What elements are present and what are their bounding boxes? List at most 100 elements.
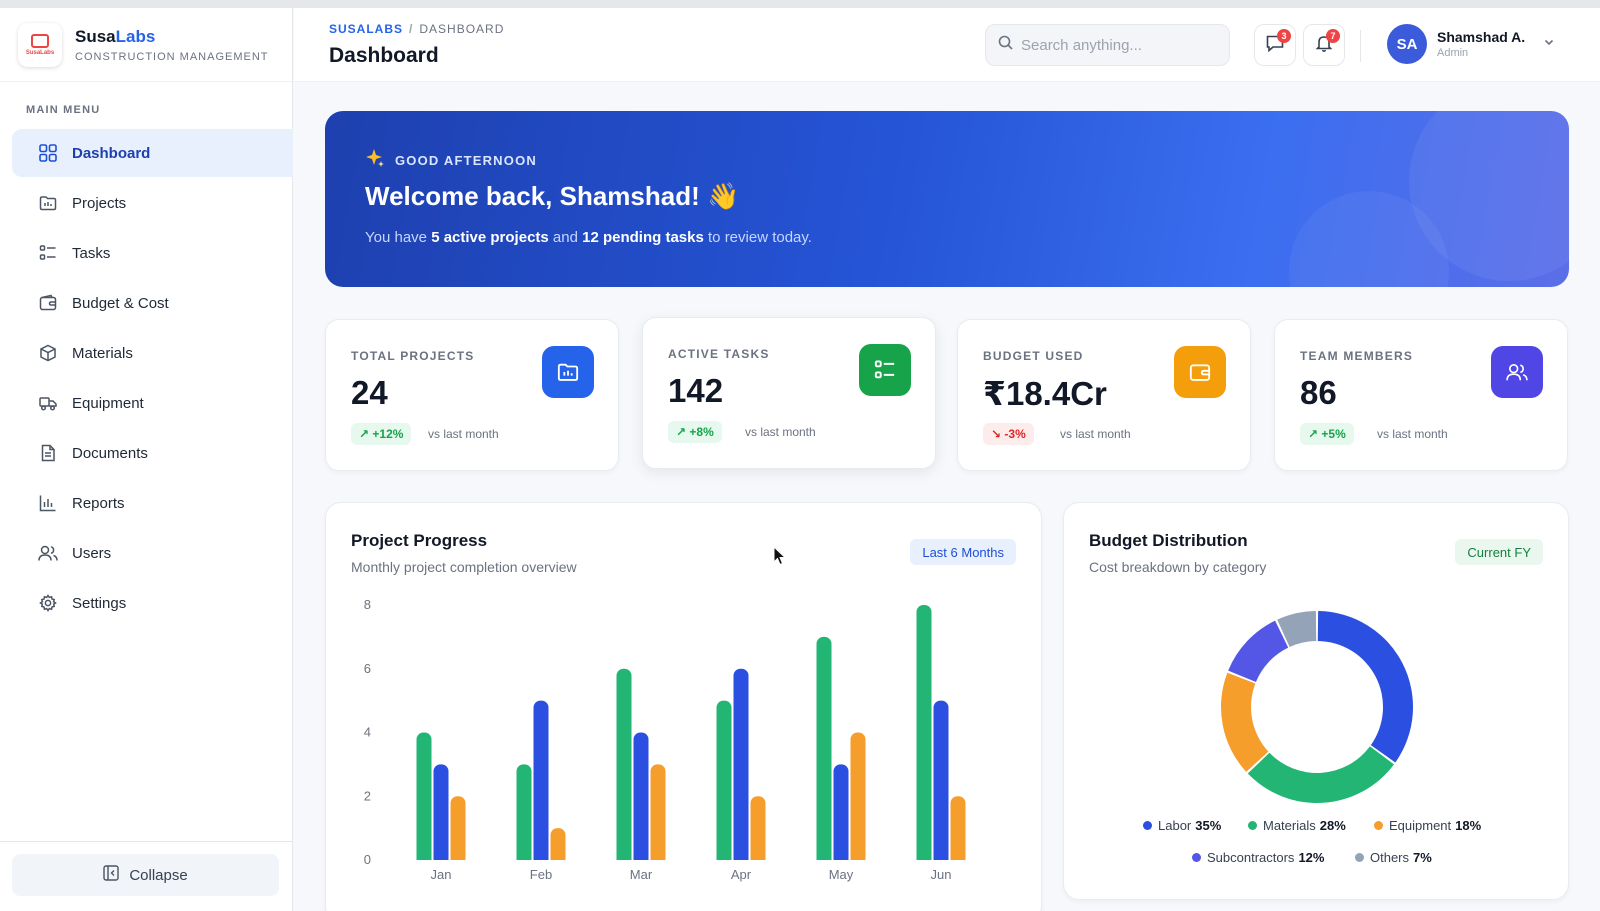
bar-base: [416, 853, 432, 860]
search-input[interactable]: [1021, 36, 1221, 54]
box-icon: [38, 343, 58, 363]
stat-value: 24: [351, 374, 388, 411]
bar-mar-series-1[interactable]: [616, 668, 632, 860]
bar-feb-series-3[interactable]: [550, 828, 566, 860]
sidebar-item-dashboard[interactable]: Dashboard: [12, 129, 293, 177]
bar-may-series-1[interactable]: [816, 636, 832, 860]
search-box[interactable]: [985, 24, 1230, 66]
bar-base: [750, 853, 766, 860]
x-tick-label: Jun: [931, 867, 952, 882]
list-check-icon: [859, 344, 911, 396]
stat-card-team-members[interactable]: TEAM MEMBERS 86 ↗ +5% vs last month: [1274, 319, 1568, 471]
bar-base: [450, 853, 466, 860]
bar-base: [916, 853, 932, 860]
period-filter-button[interactable]: Last 6 Months: [910, 539, 1016, 565]
stat-comparison: vs last month: [1060, 427, 1131, 441]
fiscal-year-filter-button[interactable]: Current FY: [1455, 539, 1543, 565]
sidebar-item-budget-cost[interactable]: Budget & Cost: [12, 279, 293, 327]
bar-feb-series-2[interactable]: [533, 700, 549, 860]
sidebar-item-equipment[interactable]: Equipment: [12, 379, 293, 427]
sidebar-item-reports[interactable]: Reports: [12, 479, 293, 527]
legend-label: Materials: [1263, 818, 1316, 833]
bar-jan-series-3[interactable]: [450, 796, 466, 860]
donut-slice-others[interactable]: [1277, 611, 1317, 647]
donut-slice-equipment[interactable]: [1221, 672, 1269, 772]
messages-button[interactable]: 3: [1254, 24, 1296, 66]
brand[interactable]: SusaLabs SusaLabs CONSTRUCTION MANAGEMEN…: [0, 8, 292, 82]
pending-tasks-text: 12 pending tasks: [582, 229, 704, 246]
messages-count-badge: 3: [1277, 29, 1291, 43]
wallet-icon: [38, 293, 58, 313]
bar-base: [850, 853, 866, 860]
legend-value: 7%: [1413, 850, 1432, 865]
bar-base: [733, 853, 749, 860]
grid-icon: [38, 143, 58, 163]
stat-card-budget-used[interactable]: BUDGET USED ₹18.4Cr ↘ -3% vs last month: [957, 319, 1251, 471]
bar-mar-series-2[interactable]: [633, 732, 649, 861]
welcome-heading: Welcome back, Shamshad! 👋: [365, 181, 740, 211]
bar-jun-series-2[interactable]: [933, 700, 949, 860]
legend-label: Others: [1370, 850, 1410, 865]
stat-card-active-tasks[interactable]: ACTIVE TASKS 142 ↗ +8% vs last month: [642, 317, 936, 469]
sidebar-item-label: Settings: [72, 594, 127, 612]
page-title: Dashboard: [329, 44, 439, 67]
sparkle-icon: [365, 148, 385, 173]
bar-may-series-2[interactable]: [833, 764, 849, 860]
avatar: SA: [1387, 24, 1427, 64]
summary-text: You have: [365, 229, 432, 246]
greeting-label: GOOD AFTERNOON: [395, 153, 537, 168]
bar-apr-series-3[interactable]: [750, 796, 766, 860]
bar-jun-series-3[interactable]: [950, 796, 966, 860]
brand-name-part1: Susa: [75, 26, 116, 46]
sidebar-item-users[interactable]: Users: [12, 529, 293, 577]
bar-jan-series-1[interactable]: [416, 732, 432, 861]
legend-value: 12%: [1298, 850, 1325, 865]
stat-trend-badge: ↗ +5%: [1300, 423, 1354, 445]
main-menu-label: MAIN MENU: [26, 104, 101, 116]
window-top-strip: [0, 0, 1600, 8]
stat-value: 142: [668, 372, 724, 409]
breadcrumb-current: DASHBOARD: [419, 22, 505, 36]
welcome-summary: You have 5 active projects and 12 pendin…: [365, 229, 812, 246]
bar-chart-icon: [38, 493, 58, 513]
active-projects-text: 5 active projects: [431, 229, 549, 246]
trend-up-icon: ↗: [1308, 427, 1319, 441]
donut-slice-subcontractors[interactable]: [1228, 620, 1289, 682]
bar-may-series-3[interactable]: [850, 732, 866, 861]
bar-apr-series-1[interactable]: [716, 700, 732, 860]
donut-slice-labor[interactable]: [1317, 611, 1413, 763]
stat-label: ACTIVE TASKS: [668, 347, 770, 361]
y-tick-label: 2: [364, 788, 371, 803]
project-progress-card: Project Progress Monthly project complet…: [325, 502, 1042, 911]
search-icon: [998, 35, 1013, 55]
sidebar-item-label: Budget & Cost: [72, 294, 169, 312]
y-tick-label: 6: [364, 661, 371, 676]
collapse-label: Collapse: [129, 866, 188, 884]
budget-donut-chart: [1221, 611, 1413, 803]
stat-card-total-projects[interactable]: TOTAL PROJECTS 24 ↗ +12% vs last month: [325, 319, 619, 471]
summary-text: and: [548, 229, 583, 246]
sidebar-item-documents[interactable]: Documents: [12, 429, 293, 477]
stat-trend-value: +5%: [1321, 427, 1346, 441]
sidebar-item-label: Reports: [72, 494, 125, 512]
bar-feb-series-1[interactable]: [516, 764, 532, 860]
sidebar-item-projects[interactable]: Projects: [12, 179, 293, 227]
bar-mar-series-3[interactable]: [650, 764, 666, 860]
sidebar-item-materials[interactable]: Materials: [12, 329, 293, 377]
notifications-button[interactable]: 7: [1303, 24, 1345, 66]
sidebar-item-settings[interactable]: Settings: [12, 579, 293, 627]
user-name: Shamshad A.: [1437, 29, 1526, 45]
sidebar-item-tasks[interactable]: Tasks: [12, 229, 293, 277]
bar-jun-series-1[interactable]: [916, 605, 932, 860]
sidebar-item-label: Tasks: [72, 244, 111, 262]
donut-slice-materials[interactable]: [1247, 746, 1394, 803]
gear-icon: [38, 593, 58, 613]
stat-label: BUDGET USED: [983, 349, 1084, 363]
bar-jan-series-2[interactable]: [433, 764, 449, 860]
user-menu[interactable]: SA Shamshad A. Admin: [1387, 24, 1555, 64]
breadcrumb-root[interactable]: SUSALABS: [329, 22, 404, 36]
legend-item-subcontractors: Subcontractors 12%: [1192, 850, 1324, 865]
collapse-button[interactable]: Collapse: [12, 854, 279, 896]
bar-apr-series-2[interactable]: [733, 668, 749, 860]
stat-trend-badge: ↗ +12%: [351, 423, 412, 445]
